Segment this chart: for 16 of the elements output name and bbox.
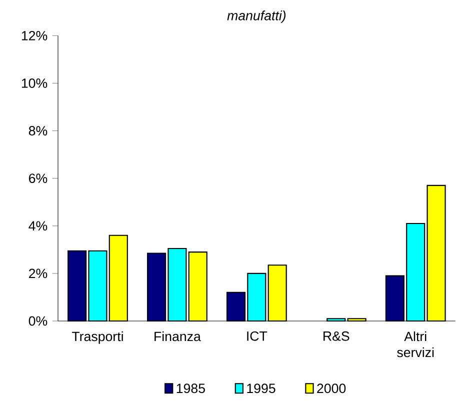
y-tick-label: 10% [22, 78, 48, 88]
x-tick-label: R&S [324, 331, 350, 341]
y-tick-label: 12% [22, 30, 48, 40]
legend-label: 1995 [247, 384, 276, 394]
legend-label: 1985 [176, 384, 205, 394]
y-tick-label: 0% [28, 316, 48, 326]
chart-title: manufatti) [227, 10, 286, 23]
legend-label: 2000 [317, 384, 346, 394]
x-tick-label: ICT [247, 331, 268, 341]
y-tick-label: 4% [28, 221, 48, 231]
x-tick-label: Finanza [154, 331, 201, 342]
y-tick-label: 6% [29, 174, 48, 184]
x-tick-label: Altri servizi [397, 331, 434, 358]
y-tick-label: 8% [28, 126, 48, 136]
x-tick-label: Trasporti [72, 331, 123, 344]
y-tick-label: 2% [29, 268, 48, 278]
